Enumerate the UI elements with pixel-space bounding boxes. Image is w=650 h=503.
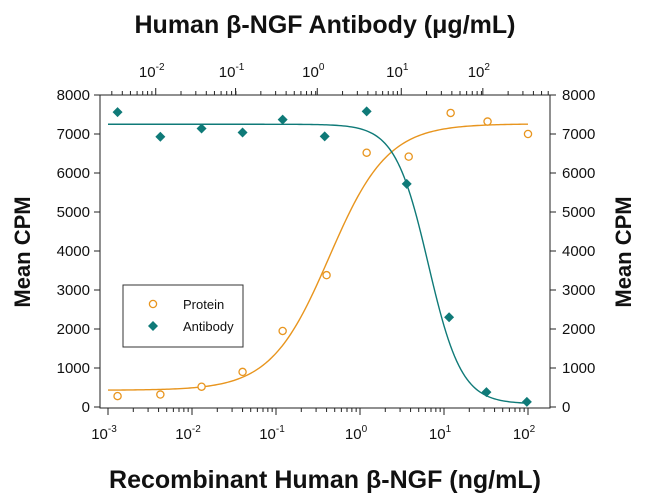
- legend-antibody-marker: [148, 321, 158, 331]
- x-tick-label: 10-3: [91, 424, 117, 443]
- antibody-point: [237, 127, 248, 138]
- y-right-tick-label: 1000: [562, 360, 595, 377]
- protein-point: [483, 117, 492, 126]
- antibody-point: [444, 312, 455, 323]
- top-x-tick-label: 102: [468, 62, 491, 81]
- y-right-tick-label: 6000: [562, 165, 595, 182]
- y-left-tick-label: 2000: [57, 321, 90, 338]
- top-axis-title: Human β-NGF Antibody (μg/mL): [135, 11, 516, 39]
- y-left-tick-label: 5000: [57, 204, 90, 221]
- data-points: [112, 106, 533, 407]
- protein-point: [156, 390, 165, 399]
- antibody-point: [196, 123, 207, 134]
- legend-protein-marker: [148, 299, 158, 309]
- antibody-point: [155, 131, 166, 142]
- protein-point: [446, 108, 455, 118]
- protein-point: [523, 129, 533, 139]
- top-x-tick-label: 10-2: [139, 62, 165, 81]
- y-left-tick-label: 4000: [57, 243, 90, 260]
- plot-frame: [99, 94, 551, 409]
- antibody-point: [481, 387, 492, 398]
- x-tick-label: 101: [429, 424, 452, 443]
- legend: Protein Antibody: [122, 284, 244, 348]
- left-y-axis-label: Mean CPM: [10, 196, 35, 307]
- protein-point: [278, 326, 287, 336]
- top-x-tick-label: 10-1: [219, 62, 245, 81]
- antibody-point: [401, 178, 412, 189]
- y-left-tick-label: 8000: [57, 87, 90, 104]
- x-tick-label: 10-2: [175, 424, 201, 443]
- y-right-tick-label: 7000: [562, 126, 595, 143]
- protein-point: [404, 152, 413, 161]
- y-right-tick-label: 2000: [562, 321, 595, 338]
- antibody-point: [277, 114, 288, 125]
- protein-point: [322, 270, 331, 280]
- protein-point: [238, 367, 247, 377]
- protein-point: [113, 391, 122, 401]
- bottom-axis-title: Recombinant Human β-NGF (ng/mL): [109, 466, 541, 494]
- y-left-tick-label: 1000: [57, 360, 90, 377]
- x-tick-label: 10-1: [259, 424, 285, 443]
- antibody-point: [319, 131, 330, 142]
- y-right-tick-label: 5000: [562, 204, 595, 221]
- protein-point: [362, 148, 371, 157]
- antibody-point: [361, 106, 372, 117]
- y-right-tick-label: 4000: [562, 243, 595, 260]
- legend-antibody-label: Antibody: [183, 319, 234, 334]
- y-right-tick-label: 0: [562, 399, 570, 416]
- y-left-tick-label: 6000: [57, 165, 90, 182]
- antibody-point: [521, 396, 532, 407]
- legend-protein-label: Protein: [183, 297, 224, 312]
- protein-point: [197, 382, 206, 391]
- top-x-tick-label: 100: [302, 62, 325, 81]
- x-tick-label: 100: [345, 424, 368, 443]
- fit-curves: [107, 123, 529, 404]
- y-left-tick-label: 3000: [57, 282, 90, 299]
- y-right-tick-label: 3000: [562, 282, 595, 299]
- fit-curve-antibody: [108, 123, 529, 404]
- y-left-tick-label: 0: [82, 399, 90, 416]
- top-x-tick-label: 101: [386, 62, 409, 81]
- legend-box: [122, 284, 244, 348]
- right-y-axis-label: Mean CPM: [611, 196, 636, 307]
- x-tick-label: 102: [513, 424, 536, 443]
- ticks-layer: 10-3 10-2 10-1 100 101 102 10-2 10-1 100 101 102 0 0…: [57, 62, 596, 443]
- y-right-tick-label: 8000: [562, 87, 595, 104]
- y-left-tick-label: 7000: [57, 126, 90, 143]
- antibody-point: [112, 107, 123, 118]
- fit-curve-protein: [107, 123, 529, 391]
